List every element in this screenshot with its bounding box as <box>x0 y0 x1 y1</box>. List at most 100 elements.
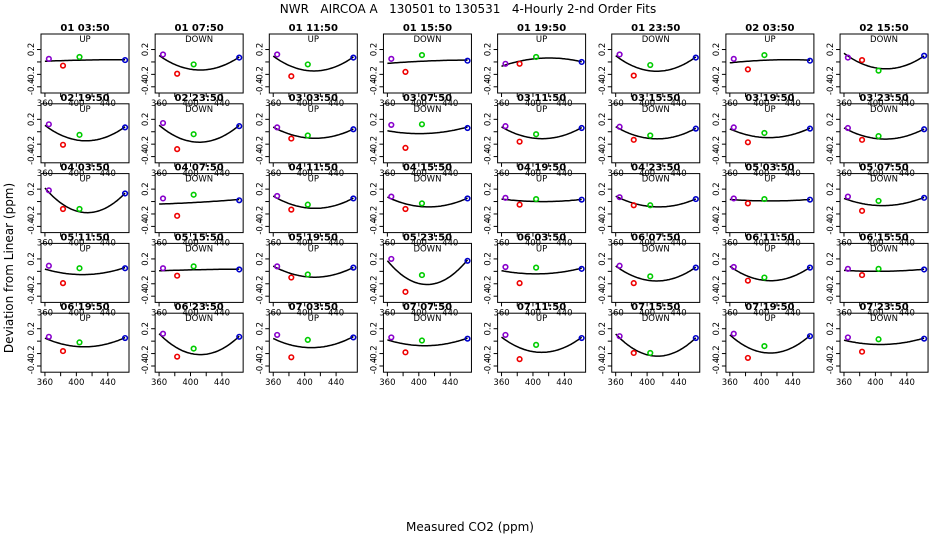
y-tick-label: 0.2 <box>369 113 379 127</box>
data-point <box>388 334 395 341</box>
data-point <box>418 200 426 207</box>
y-tick-label: -0.2 <box>141 206 151 223</box>
panel-frame <box>382 173 472 234</box>
data-point <box>274 124 281 131</box>
panel-frame <box>268 312 358 373</box>
data-point <box>190 61 197 68</box>
data-point <box>647 202 654 209</box>
y-tick-label: -0.4 <box>27 288 37 305</box>
panel-direction-label: UP <box>308 314 319 324</box>
panel-title: 07 19:50 <box>745 302 794 313</box>
panel-direction-label: UP <box>536 35 547 45</box>
y-tick-label: 0.2 <box>598 182 608 196</box>
panel-frame <box>725 242 815 303</box>
data-point <box>174 353 181 360</box>
y-tick-label: -0.2 <box>255 275 265 292</box>
data-point <box>236 266 243 273</box>
y-tick-label: 0.2 <box>598 43 608 57</box>
x-tick-label: 360 <box>265 378 281 388</box>
fit-curve <box>272 195 354 210</box>
y-tick-label: 0.2 <box>369 43 379 57</box>
panel-title: 01 07:50 <box>175 23 224 34</box>
y-tick-label: -0.4 <box>27 358 37 375</box>
y-tick-label: -0.4 <box>712 148 722 165</box>
y-tick-label: -0.2 <box>712 275 722 292</box>
y-tick-label: -0.4 <box>484 148 494 165</box>
panel-frame <box>725 103 815 164</box>
panel-frame <box>611 173 701 234</box>
panel-direction-label: DOWN <box>870 244 898 254</box>
y-tick-label: -0.4 <box>712 358 722 375</box>
fit-curve <box>501 267 582 275</box>
y-tick-label: 0.2 <box>826 182 836 196</box>
y-tick-label: 0.2 <box>369 182 379 196</box>
data-point <box>464 195 471 202</box>
panel-direction-label: UP <box>764 175 775 185</box>
panel-title: 03 11:50 <box>517 93 566 104</box>
y-tick-label: 0.2 <box>255 252 265 266</box>
fit-curve <box>387 337 468 347</box>
data-point <box>630 136 637 143</box>
data-point <box>59 347 67 355</box>
data-point <box>761 195 768 203</box>
fit-curve <box>843 337 925 346</box>
fit-curve <box>615 195 697 208</box>
panel-title: 05 07:50 <box>859 163 908 174</box>
x-tick-label: 440 <box>899 378 915 388</box>
x-tick-label: 360 <box>37 378 53 388</box>
data-point <box>516 280 523 287</box>
x-tick-label: 360 <box>836 378 852 388</box>
data-point <box>304 132 311 139</box>
y-tick-label: -0.4 <box>27 218 37 235</box>
y-tick-label: -0.4 <box>255 358 265 375</box>
data-point <box>730 330 737 337</box>
fit-curve <box>729 58 811 64</box>
data-point <box>350 264 357 271</box>
panel-direction-label: UP <box>536 175 547 185</box>
panel-title: 03 19:50 <box>745 93 794 104</box>
panel-direction-label: DOWN <box>185 175 213 185</box>
data-point <box>464 335 471 342</box>
panel-title: 01 11:50 <box>289 23 338 34</box>
data-point <box>418 52 426 59</box>
data-point <box>464 124 471 132</box>
data-point <box>532 341 540 348</box>
data-point <box>647 61 654 69</box>
fit-curve <box>501 126 583 140</box>
y-tick-label: 0.2 <box>484 182 494 196</box>
fit-curve <box>158 124 240 143</box>
y-tick-label: -0.4 <box>369 288 379 305</box>
panel-title: 01 23:50 <box>631 23 680 34</box>
data-point <box>159 265 167 272</box>
data-point <box>288 274 295 281</box>
y-tick-label: 0.2 <box>27 252 37 266</box>
panel-frame <box>725 33 815 94</box>
panel-frame <box>268 173 358 234</box>
x-tick-label: 360 <box>722 378 738 388</box>
panel-frame <box>40 103 130 164</box>
y-tick-label: -0.4 <box>598 148 608 165</box>
y-tick-label: -0.2 <box>255 136 265 153</box>
panel-direction-label: UP <box>536 314 547 324</box>
panel-direction-label: DOWN <box>642 175 670 185</box>
data-point <box>616 262 623 269</box>
data-point <box>692 334 699 342</box>
y-tick-label: 0.2 <box>826 252 836 266</box>
x-tick-label: 400 <box>411 378 427 388</box>
panel-direction-label: DOWN <box>870 105 898 115</box>
data-point <box>502 60 509 67</box>
x-tick-label: 440 <box>214 378 230 388</box>
panel-frame <box>611 103 701 164</box>
data-point <box>45 187 52 194</box>
panel-title: 02 19:50 <box>60 93 109 104</box>
y-tick-label: 0.2 <box>598 252 608 266</box>
data-point <box>875 67 882 74</box>
y-tick-label: 0.2 <box>255 182 265 196</box>
data-point <box>350 334 357 341</box>
data-point <box>304 61 311 68</box>
data-point <box>858 136 866 143</box>
panel-frame <box>40 312 130 373</box>
data-point <box>236 333 243 340</box>
x-tick-label: 360 <box>379 378 395 388</box>
x-tick-label: 440 <box>670 378 686 388</box>
